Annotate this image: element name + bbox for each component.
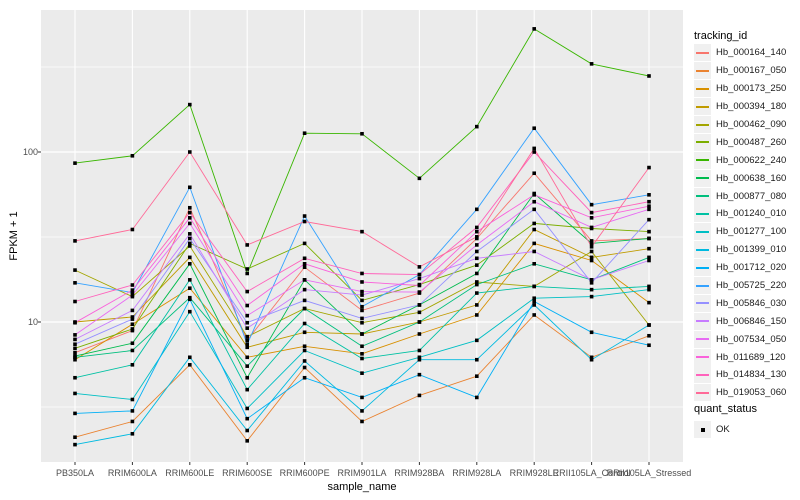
legend-item-Hb_000487_260: Hb_000487_260 xyxy=(694,133,786,151)
x-tick-label: RRIM928BA xyxy=(394,468,445,478)
legend-key-line-icon xyxy=(694,133,711,151)
axis-tick-marks xyxy=(38,151,650,465)
legend-item-Hb_000462_090: Hb_000462_090 xyxy=(694,116,786,134)
legend-items: Hb_000164_140 Hb_000167_050 Hb_000173_250 H… xyxy=(694,44,786,402)
x-tick-label: PB350LA xyxy=(55,468,95,478)
legend-key-line-icon xyxy=(694,80,711,98)
legend-title-tracking-id: tracking_id xyxy=(694,30,748,42)
legend-label: Hb_000638_160 xyxy=(716,172,787,184)
y-tick-label: 10 xyxy=(27,317,38,327)
x-tick-label: RRIM928LE xyxy=(509,468,559,478)
legend-item-Hb_000622_240: Hb_000622_240 xyxy=(694,151,786,169)
legend-title-quant-status: quant_status xyxy=(694,403,757,415)
legend-label: Hb_000877_080 xyxy=(716,190,787,202)
legend-key-line-icon xyxy=(694,116,711,133)
legend-key-point-icon xyxy=(694,421,711,439)
x-tick-label: RRIM600LE xyxy=(165,468,215,478)
legend-key-line-icon xyxy=(694,384,711,402)
legend-item-Hb_000164_140: Hb_000164_140 xyxy=(694,44,786,62)
legend-label: Hb_001712_020 xyxy=(716,262,787,274)
legend-item-Hb_000167_050: Hb_000167_050 xyxy=(694,62,786,80)
quant-status-item: OK xyxy=(694,421,730,439)
x-tick-label: RRIM928LA xyxy=(452,468,502,478)
legend-key-line-icon xyxy=(694,259,711,277)
legend-label: Hb_007534_050 xyxy=(716,333,787,345)
legend-item-Hb_001277_100: Hb_001277_100 xyxy=(694,223,786,241)
legend-key-line-icon xyxy=(694,223,711,241)
legend-item-Hb_006846_150: Hb_006846_150 xyxy=(694,312,786,330)
legend-item-Hb_000394_180: Hb_000394_180 xyxy=(694,98,786,116)
x-tick-label: RRII105LA_Control xyxy=(552,468,631,478)
legend-key-line-icon xyxy=(694,44,711,62)
x-axis-title: sample_name xyxy=(327,481,397,493)
legend-label: Hb_000487_260 xyxy=(716,136,787,148)
legend-key-line-icon xyxy=(694,169,711,187)
legend-key-line-icon xyxy=(694,348,711,366)
legend-item-Hb_005846_030: Hb_005846_030 xyxy=(694,294,786,312)
x-tick-label: RRII105LA_Stressed xyxy=(606,468,692,478)
legend-label: Hb_019053_060 xyxy=(716,387,787,399)
legend-label: Hb_000622_240 xyxy=(716,154,787,166)
legend-label: Hb_000164_140 xyxy=(716,47,787,59)
legend-label: Hb_006846_150 xyxy=(716,315,787,327)
x-tick-label: RRIM600LA xyxy=(107,468,157,478)
legend-label: Hb_000173_250 xyxy=(716,83,787,95)
legend-item-Hb_001712_020: Hb_001712_020 xyxy=(694,259,786,277)
legend-key-line-icon xyxy=(694,366,711,384)
legend-key-line-icon xyxy=(694,151,711,169)
y-axis-title: FPKM + 1 xyxy=(8,211,20,261)
legend-label: Hb_001399_010 xyxy=(716,244,787,256)
legend-key-line-icon xyxy=(694,312,711,330)
quant-status-label: OK xyxy=(716,424,730,436)
legend-label: Hb_000394_180 xyxy=(716,101,787,113)
legend-key-line-icon xyxy=(694,98,711,116)
y-tick-label: 100 xyxy=(22,147,38,157)
legend-label: Hb_005725_220 xyxy=(716,280,787,292)
legend-item-Hb_001399_010: Hb_001399_010 xyxy=(694,241,786,259)
legend-item-Hb_001240_010: Hb_001240_010 xyxy=(694,205,786,223)
legend-key-line-icon xyxy=(694,205,711,223)
legend-key-line-icon xyxy=(694,241,711,259)
legend-label: Hb_005846_030 xyxy=(716,297,787,309)
legend-label: Hb_001240_010 xyxy=(716,208,787,220)
legend-item-Hb_014834_130: Hb_014834_130 xyxy=(694,366,786,384)
x-tick-label: RRIM600PE xyxy=(279,468,330,478)
legend-key-line-icon xyxy=(694,294,711,312)
legend-label: Hb_000462_090 xyxy=(716,119,787,130)
legend-item-Hb_011689_120: Hb_011689_120 xyxy=(694,348,786,366)
legend-item-Hb_000877_080: Hb_000877_080 xyxy=(694,187,786,205)
legend-item-Hb_000638_160: Hb_000638_160 xyxy=(694,169,786,187)
legend-item-Hb_019053_060: Hb_019053_060 xyxy=(694,384,786,402)
legend-item-Hb_000173_250: Hb_000173_250 xyxy=(694,80,786,98)
legend-key-line-icon xyxy=(694,62,711,80)
x-tick-label: RRIM901LA xyxy=(337,468,387,478)
legend-key-line-icon xyxy=(694,277,711,295)
legend-item-Hb_007534_050: Hb_007534_050 xyxy=(694,330,786,348)
legend-label: Hb_014834_130 xyxy=(716,369,787,381)
legend-key-line-icon xyxy=(694,187,711,205)
legend-key-line-icon xyxy=(694,330,711,348)
legend-item-Hb_005725_220: Hb_005725_220 xyxy=(694,277,786,295)
grid-vertical xyxy=(74,10,650,462)
quant-status-items: OK xyxy=(694,421,730,439)
legend-label: Hb_011689_120 xyxy=(716,351,786,363)
legend-label: Hb_001277_100 xyxy=(716,226,787,238)
legend-label: Hb_000167_050 xyxy=(716,65,787,77)
x-tick-label: RRIM600SE xyxy=(222,468,273,478)
data-points xyxy=(73,27,651,447)
